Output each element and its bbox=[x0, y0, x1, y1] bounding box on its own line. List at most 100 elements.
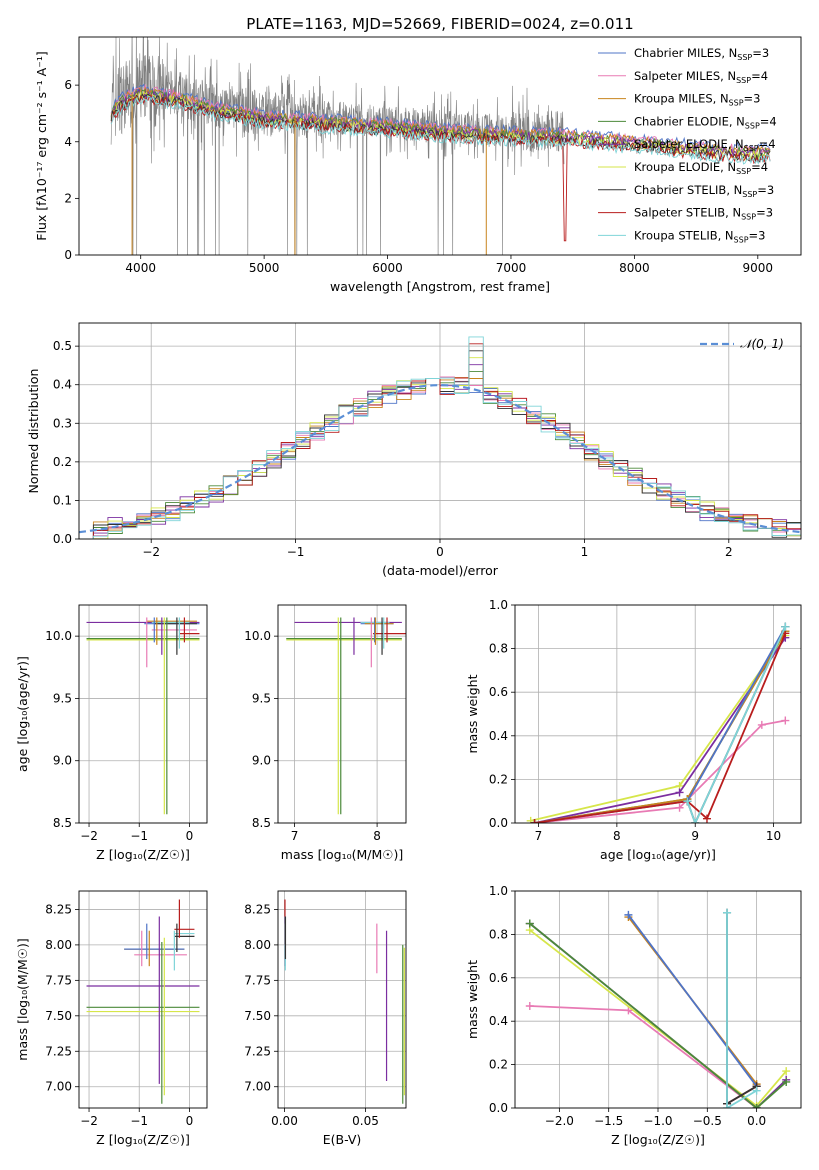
legend-gaussian-label: 𝒩(0, 1) bbox=[740, 337, 784, 351]
x-tick-label: 0 bbox=[186, 1114, 194, 1128]
axes-frame bbox=[78, 36, 802, 256]
y-tick-label: 0.4 bbox=[53, 378, 72, 392]
plot-area-weight-vs-Z bbox=[525, 908, 791, 1108]
axes-frame bbox=[514, 604, 802, 824]
legend-subscript: SSP bbox=[736, 167, 751, 176]
plot-area-spectrum bbox=[110, 37, 771, 255]
legend-nssp: =4 bbox=[751, 160, 768, 174]
legend-nssp: =3 bbox=[744, 92, 761, 106]
legend-entry: Kroupa ELODIE, NSSP=4 bbox=[634, 160, 768, 176]
y-tick-label: 1.0 bbox=[489, 598, 508, 612]
ticks-residuals: −2 −1 0 1 2 0.0 0.1 0.2 0.3 0.4 0.5 bbox=[53, 339, 733, 559]
y-tick-label: 1.0 bbox=[489, 884, 508, 898]
y-tick-label: 9.5 bbox=[252, 691, 271, 705]
x-tick-label: 9 bbox=[691, 829, 699, 843]
y-tick-label: 0.6 bbox=[489, 971, 508, 985]
legend-entry: Kroupa STELIB, NSSP=3 bbox=[634, 228, 765, 244]
legend-subscript: SSP bbox=[742, 190, 757, 199]
histogram-salpeter-stelib bbox=[79, 343, 801, 539]
x-tick-label: 8000 bbox=[619, 261, 650, 275]
histogram-kroupa-stelib bbox=[79, 336, 801, 539]
weight-marker bbox=[782, 1077, 791, 1086]
ticks-spectrum: 4000 5000 6000 7000 8000 9000 0 2 4 6 bbox=[64, 78, 773, 275]
legend-subscript: SSP bbox=[737, 53, 752, 62]
y-tick-label: 0.2 bbox=[489, 772, 508, 786]
y-tick-label: 7.00 bbox=[244, 1080, 271, 1094]
x-tick-label: −1 bbox=[130, 829, 148, 843]
axes-weight-vs-age: 7 8 9 10 0.0 0.2 0.4 0.6 0.8 1.0 age [log₁₀(age/yr… bbox=[465, 598, 802, 862]
x-tick-label: −1.0 bbox=[643, 1114, 672, 1128]
y-tick-label: 0.4 bbox=[489, 729, 508, 743]
y-tick-label: 8.25 bbox=[45, 902, 72, 916]
figure-title: PLATE=1163, MJD=52669, FIBERID=0024, z=0… bbox=[246, 15, 633, 33]
y-tick-label: 0.2 bbox=[489, 1058, 508, 1072]
weight-marker bbox=[782, 1067, 791, 1076]
y-tick-label: 4 bbox=[64, 135, 72, 149]
axes-frame bbox=[514, 890, 802, 1109]
axes-mass-vs-ebv: 0.00 0.05 7.00 7.25 7.50 7.75 8.00 8.25 E(B-V) bbox=[244, 890, 407, 1147]
x-tick-label: 7 bbox=[291, 829, 299, 843]
x-axis-label: (data-model)/error bbox=[382, 563, 499, 578]
weight-line-kroupa-stelib bbox=[686, 626, 787, 823]
weight-marker bbox=[723, 1104, 732, 1108]
x-tick-label: −2.0 bbox=[545, 1114, 574, 1128]
weight-line-chabrier-miles bbox=[627, 914, 758, 1087]
model-spectrum-kroupa-miles bbox=[110, 87, 771, 157]
y-tick-label: 2 bbox=[64, 191, 72, 205]
y-tick-label: 0.0 bbox=[489, 816, 508, 830]
legend-entry: Salpeter STELIB, NSSP=3 bbox=[634, 206, 773, 222]
weight-marker bbox=[526, 816, 535, 823]
y-tick-label: 0.5 bbox=[53, 339, 72, 353]
y-axis-label: mass [log₁₀(M/M☉)] bbox=[15, 938, 30, 1060]
weight-marker bbox=[702, 814, 711, 823]
y-tick-label: 7.75 bbox=[45, 973, 72, 987]
weight-marker bbox=[525, 919, 534, 928]
y-tick-label: 7.00 bbox=[45, 1080, 72, 1094]
x-tick-label: 0 bbox=[436, 545, 444, 559]
legend-subscript: SSP bbox=[734, 235, 749, 244]
legend-entry: Chabrier ELODIE, NSSP=4 bbox=[634, 114, 777, 130]
y-axis-label: mass weight bbox=[465, 960, 480, 1039]
y-tick-label: 7.50 bbox=[244, 1009, 271, 1023]
ticks-age-vs-Z: −2 −1 0 8.5 9.0 9.5 10.0 bbox=[45, 629, 193, 843]
plot-area-age-vs-Z bbox=[86, 617, 200, 815]
legend-subscript: SSP bbox=[736, 76, 751, 85]
x-tick-label: 2 bbox=[725, 545, 733, 559]
x-tick-label: −0.5 bbox=[693, 1114, 722, 1128]
x-axis-label: E(B-V) bbox=[323, 1132, 362, 1147]
x-axis-label: mass [log₁₀(M/M☉)] bbox=[281, 847, 403, 862]
plot-area-mass-vs-ebv bbox=[284, 899, 405, 1104]
legend-entry: Salpeter ELODIE, NSSP=4 bbox=[634, 137, 776, 153]
x-tick-label: 6000 bbox=[372, 261, 403, 275]
x-tick-label: 0.0 bbox=[747, 1114, 766, 1128]
plot-area-mass-vs-Z bbox=[86, 899, 200, 1104]
gaussian-curve bbox=[79, 383, 801, 534]
x-axis-label: age [log₁₀(age/yr)] bbox=[600, 847, 716, 862]
y-axis-label: mass weight bbox=[465, 674, 480, 753]
legend-entry: Chabrier STELIB, NSSP=3 bbox=[634, 183, 774, 199]
x-tick-label: 0.00 bbox=[271, 1114, 298, 1128]
x-tick-label: −2 bbox=[80, 829, 98, 843]
weight-marker bbox=[752, 1104, 761, 1108]
x-tick-label: 8 bbox=[373, 829, 381, 843]
x-tick-label: −2 bbox=[80, 1114, 98, 1128]
legend-nssp: =3 bbox=[757, 183, 774, 197]
y-tick-label: 8.00 bbox=[244, 938, 271, 952]
legend-subscript: SSP bbox=[744, 144, 759, 153]
y-tick-label: 7.50 bbox=[45, 1009, 72, 1023]
weight-marker bbox=[691, 819, 700, 823]
y-tick-label: 0.0 bbox=[53, 532, 72, 546]
y-tick-label: 0.2 bbox=[53, 455, 72, 469]
weight-marker bbox=[675, 788, 684, 797]
y-tick-label: 6 bbox=[64, 78, 72, 92]
y-tick-label: 9.0 bbox=[252, 754, 271, 768]
x-tick-label: 1 bbox=[581, 545, 589, 559]
x-tick-label: 4000 bbox=[125, 261, 156, 275]
axes-frame bbox=[78, 890, 208, 1109]
weight-marker bbox=[624, 1006, 633, 1015]
ticks-mass-vs-ebv: 0.00 0.05 7.00 7.25 7.50 7.75 8.00 8.25 bbox=[244, 902, 379, 1128]
y-tick-label: 7.25 bbox=[244, 1044, 271, 1058]
y-axis-label: Normed distribution bbox=[26, 369, 41, 494]
